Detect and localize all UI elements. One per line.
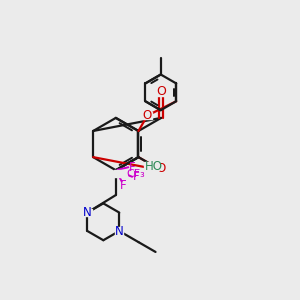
Bar (157, 165, 166, 172)
Text: F: F (132, 170, 139, 183)
Text: F: F (120, 178, 127, 192)
Bar (83, 209, 92, 217)
Bar (114, 170, 127, 178)
Bar (144, 162, 159, 170)
Text: O: O (156, 85, 166, 98)
Bar (115, 227, 124, 235)
Text: N: N (83, 206, 92, 219)
Text: CF₃: CF₃ (126, 169, 145, 179)
Bar (156, 88, 166, 96)
Text: O: O (157, 162, 166, 175)
Text: HO: HO (144, 160, 162, 172)
Text: F: F (129, 161, 135, 174)
Bar (143, 112, 152, 119)
Text: O: O (143, 109, 152, 122)
Text: N: N (115, 224, 124, 238)
